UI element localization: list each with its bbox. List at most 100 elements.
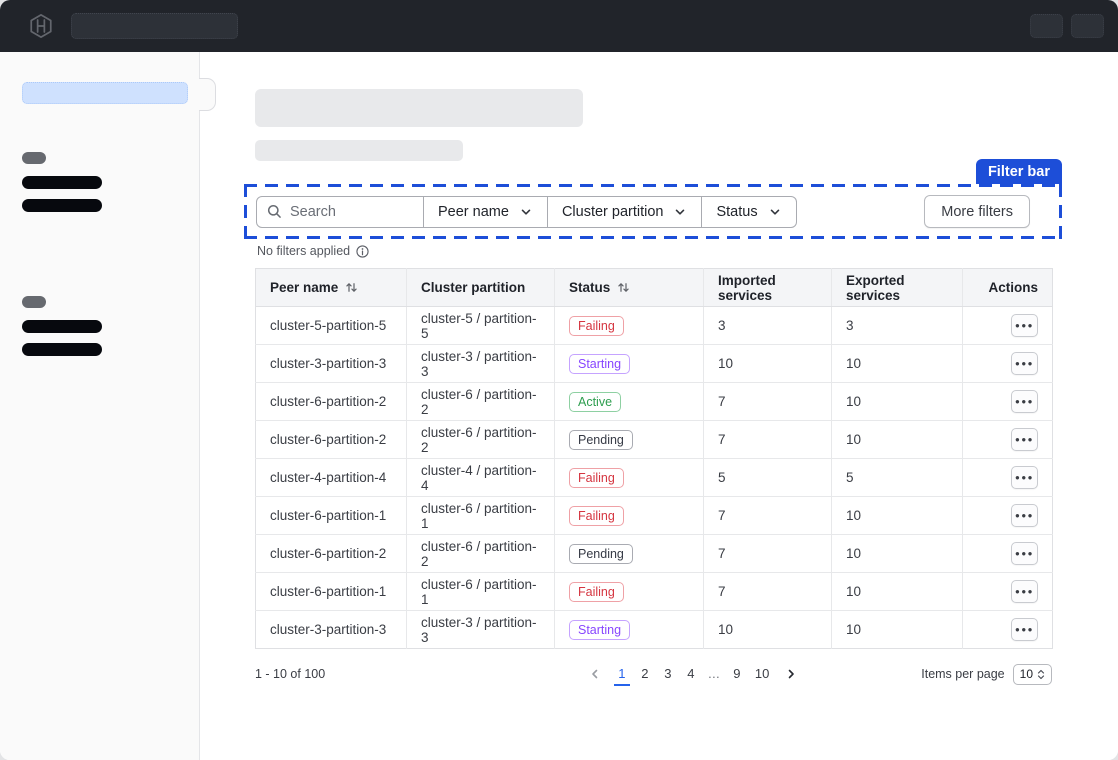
ellipsis-icon: ●●● (1015, 510, 1034, 520)
page-button-3[interactable]: 3 (660, 662, 676, 686)
cell-imported-services: 10 (703, 344, 832, 383)
ellipsis-icon: ●●● (1015, 548, 1034, 558)
cell-peer-name: cluster-3-partition-3 (255, 610, 407, 649)
search-field[interactable] (256, 195, 424, 228)
dropdown-label: Status (716, 203, 758, 220)
nav-action-skeleton-2 (1071, 14, 1104, 38)
cell-peer-name: cluster-6-partition-2 (255, 382, 407, 421)
filter-dropdown-peer-name[interactable]: Peer name (424, 195, 548, 228)
cell-status: Starting (554, 344, 704, 383)
sidebar-section-label-skeleton-1 (22, 152, 46, 164)
ellipsis-icon: ●●● (1015, 358, 1034, 368)
cell-actions: ●●● (962, 610, 1053, 649)
cell-actions: ●●● (962, 382, 1053, 421)
row-actions-button[interactable]: ●●● (1011, 466, 1038, 489)
filters-applied-status: No filters applied (257, 244, 1118, 258)
filter-dropdown-status[interactable]: Status (702, 195, 797, 228)
search-input[interactable] (290, 203, 413, 220)
cell-peer-name: cluster-6-partition-2 (255, 420, 407, 459)
items-per-page-select[interactable]: 10 (1012, 663, 1052, 685)
cell-imported-services: 10 (703, 610, 832, 649)
page-subtitle-skeleton (255, 140, 463, 161)
status-badge: Starting (569, 353, 631, 374)
row-actions-button[interactable]: ●●● (1011, 390, 1038, 413)
cell-status: Failing (554, 496, 704, 535)
ellipsis-icon: ●●● (1015, 472, 1034, 482)
cell-exported-services: 10 (831, 610, 963, 649)
chevron-down-icon (768, 205, 782, 219)
pagination-bar: 1 - 10 of 100 1 2 3 4 … 9 10 Items per page 10 (255, 662, 1052, 686)
info-icon[interactable] (356, 244, 369, 258)
cell-peer-name: cluster-4-partition-4 (255, 458, 407, 497)
cell-status: Active (554, 382, 704, 421)
page-button-4[interactable]: 4 (683, 662, 699, 686)
cell-exported-services: 5 (831, 458, 963, 497)
sidebar-toggle-handle[interactable] (199, 78, 216, 111)
page-button-9[interactable]: 9 (729, 662, 745, 686)
column-label: Peer name (270, 280, 339, 295)
column-header-exported-services: Exported services (831, 268, 963, 307)
top-nav (0, 0, 1118, 52)
cell-imported-services: 3 (703, 306, 832, 345)
more-filters-button[interactable]: More filters (924, 195, 1030, 228)
cell-cluster-partition: cluster-6 / partition-2 (406, 382, 555, 421)
page-button-10[interactable]: 10 (752, 662, 772, 686)
cell-actions: ●●● (962, 572, 1053, 611)
cell-exported-services: 3 (831, 306, 963, 345)
filter-bar: Filter bar Peer name Cluster partition Sta… (244, 159, 1062, 239)
pagination-range: 1 - 10 of 100 (255, 667, 326, 681)
cell-actions: ●●● (962, 420, 1053, 459)
ellipsis-icon: ●●● (1015, 434, 1034, 444)
row-actions-button[interactable]: ●●● (1011, 504, 1038, 527)
table-row: cluster-5-partition-5 cluster-5 / partiti… (255, 306, 1053, 345)
status-badge: Pending (569, 543, 633, 564)
filter-dropdowns: Peer name Cluster partition Status (424, 195, 797, 228)
filter-bar-annotation-badge: Filter bar (975, 159, 1062, 184)
status-badge: Active (569, 391, 622, 412)
cell-status: Failing (554, 572, 704, 611)
table-row: cluster-6-partition-1 cluster-6 / partiti… (255, 496, 1053, 535)
cell-status: Failing (554, 306, 704, 345)
items-per-page-value: 10 (1019, 667, 1033, 681)
chevron-down-icon (673, 205, 687, 219)
cell-cluster-partition: cluster-3 / partition-3 (406, 610, 555, 649)
column-header-status[interactable]: Status (554, 268, 704, 307)
row-actions-button[interactable]: ●●● (1011, 580, 1038, 603)
row-actions-button[interactable]: ●●● (1011, 314, 1038, 337)
dropdown-label: Cluster partition (561, 203, 664, 220)
cell-cluster-partition: cluster-6 / partition-2 (406, 420, 555, 459)
filters-applied-text: No filters applied (257, 244, 351, 258)
cell-imported-services: 5 (703, 458, 832, 497)
page-title-skeleton (255, 89, 583, 127)
row-actions-button[interactable]: ●●● (1011, 352, 1038, 375)
page-button-2[interactable]: 2 (637, 662, 653, 686)
pager-ellipsis: … (707, 667, 721, 681)
table-row: cluster-6-partition-2 cluster-6 / partiti… (255, 382, 1053, 421)
page-button-1[interactable]: 1 (613, 662, 630, 686)
cell-cluster-partition: cluster-6 / partition-1 (406, 572, 555, 611)
cell-imported-services: 7 (703, 496, 832, 535)
search-icon (267, 204, 282, 219)
previous-page-button[interactable] (583, 668, 607, 680)
filter-dropdown-cluster-partition[interactable]: Cluster partition (547, 195, 703, 228)
cell-peer-name: cluster-6-partition-1 (255, 496, 407, 535)
sort-icon (617, 281, 630, 294)
ellipsis-icon: ●●● (1015, 586, 1034, 596)
cell-cluster-partition: cluster-4 / partition-4 (406, 458, 555, 497)
row-actions-button[interactable]: ●●● (1011, 428, 1038, 451)
select-caret-icon (1037, 669, 1045, 680)
row-actions-button[interactable]: ●●● (1011, 542, 1038, 565)
cell-imported-services: 7 (703, 534, 832, 573)
dropdown-label: Peer name (438, 203, 509, 220)
status-badge: Failing (569, 315, 624, 336)
column-label: Imported services (718, 272, 776, 303)
cell-cluster-partition: cluster-6 / partition-2 (406, 534, 555, 573)
cell-imported-services: 7 (703, 382, 832, 421)
column-header-peer-name[interactable]: Peer name (255, 268, 407, 307)
sidebar-item-skeleton-3 (22, 320, 102, 333)
row-actions-button[interactable]: ●●● (1011, 618, 1038, 641)
hashicorp-logo-icon[interactable] (28, 13, 54, 39)
items-per-page-label: Items per page (921, 667, 1005, 681)
next-page-button[interactable] (779, 668, 803, 680)
